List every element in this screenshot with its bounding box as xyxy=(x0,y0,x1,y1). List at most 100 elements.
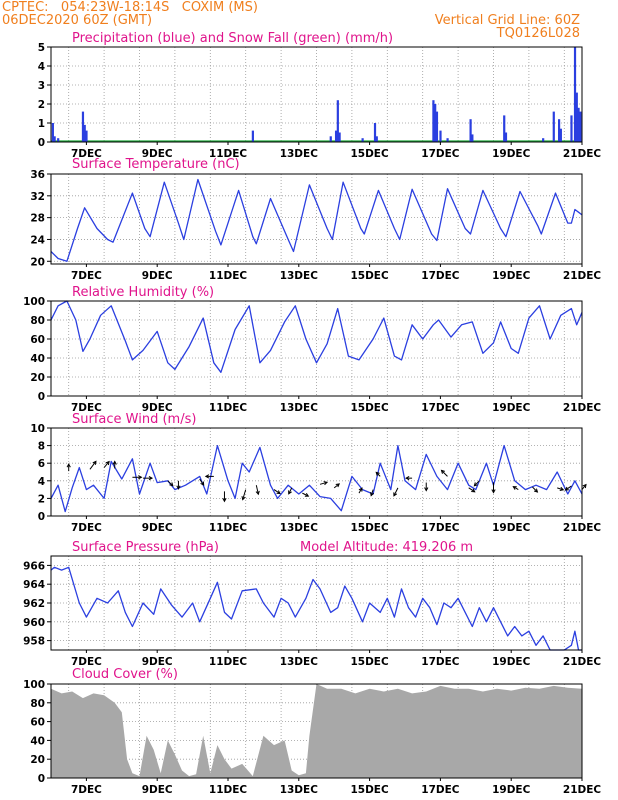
wind-ytick-label: 4 xyxy=(38,476,45,488)
precipitation-ytick-label: 1 xyxy=(38,118,45,130)
temperature-xtick-label: 11DEC xyxy=(209,270,248,282)
wind-ytick-label: 6 xyxy=(38,458,45,470)
humidity-frame xyxy=(50,300,583,397)
humidity-ytick-label: 0 xyxy=(38,391,45,403)
wind-arrow-head xyxy=(255,490,260,496)
wind-arrow-head xyxy=(440,469,445,474)
precipitation-ytick-label: 4 xyxy=(38,61,45,73)
pressure-series-line xyxy=(50,566,582,651)
header-grid-line: Vertical Grid Line: 60Z xyxy=(434,13,580,28)
precipitation-bar xyxy=(373,123,377,142)
precipitation-bar xyxy=(542,138,545,142)
pressure-ytick-label: 966 xyxy=(23,560,45,572)
pressure-xtick-label: 9DEC xyxy=(142,656,173,668)
precipitation-bar xyxy=(573,47,577,142)
humidity-xtick-label: 13DEC xyxy=(280,402,319,414)
wind-arrow-head xyxy=(138,475,143,480)
wind-arrow-head xyxy=(176,485,181,490)
cloud-cover-xtick-label: 11DEC xyxy=(209,784,248,796)
wind-arrow-shaft xyxy=(273,489,281,495)
cloud-cover-ytick-label: 0 xyxy=(38,773,45,785)
precipitation-xtick-label: 11DEC xyxy=(209,148,248,160)
temperature-xtick-label: 13DEC xyxy=(280,270,319,282)
wind-arrow-head xyxy=(169,482,174,487)
pressure-xtick-label: 17DEC xyxy=(421,656,460,668)
humidity-xtick-label: 17DEC xyxy=(421,402,460,414)
pressure-ytick-label: 960 xyxy=(23,617,45,629)
wind-arrow-head xyxy=(105,460,110,466)
wind-arrow-head xyxy=(533,488,539,493)
wind-arrow-head xyxy=(276,490,281,495)
precipitation-bar xyxy=(432,100,435,142)
wind-arrow-head xyxy=(582,483,587,489)
precipitation-ytick-label: 5 xyxy=(38,42,45,54)
precipitation-bar xyxy=(85,130,88,142)
wind-arrow-head xyxy=(358,487,363,492)
precipitation-xtick-label: 9DEC xyxy=(142,148,173,160)
precipitation-bar xyxy=(57,138,60,142)
temperature-xtick-label: 9DEC xyxy=(142,270,173,282)
wind-arrow-head xyxy=(112,460,117,465)
cloud-cover-title: Cloud Cover (%) xyxy=(72,667,178,682)
pressure-ytick-label: 958 xyxy=(23,636,45,648)
cloud-cover-area xyxy=(51,684,582,778)
precipitation-xtick-label: 15DEC xyxy=(350,148,389,160)
precipitation-bar xyxy=(81,111,85,142)
wind-arrow-shaft xyxy=(532,486,538,493)
wind-arrow-shaft xyxy=(333,483,340,489)
wind-xtick-label: 17DEC xyxy=(421,522,460,534)
cloud-cover-frame xyxy=(50,683,583,779)
wind-arrow-head xyxy=(473,482,478,487)
precipitation-bar xyxy=(51,123,54,142)
wind-arrow-shaft xyxy=(473,480,480,487)
wind-arrow-shaft xyxy=(89,461,97,470)
precipitation-xtick-label: 13DEC xyxy=(280,148,319,160)
precipitation-xtick-label: 7DEC xyxy=(71,148,102,160)
cloud-cover-xtick-label: 17DEC xyxy=(421,784,460,796)
precipitation-bar xyxy=(559,128,562,142)
wind-arrow-shaft xyxy=(370,489,374,496)
cloud-cover-xtick-label: 21DEC xyxy=(563,784,602,796)
cloud-cover-xtick-label: 7DEC xyxy=(71,784,102,796)
wind-ytick-label: 0 xyxy=(38,511,45,523)
precipitation-bar xyxy=(471,134,474,142)
precipitation-bar xyxy=(575,92,578,142)
precipitation-ytick-label: 3 xyxy=(38,80,45,92)
humidity-xtick-label: 9DEC xyxy=(142,402,173,414)
precipitation-bar xyxy=(557,119,561,142)
cloud-cover-xtick-label: 19DEC xyxy=(492,784,531,796)
humidity-ytick-label: 40 xyxy=(30,353,45,365)
wind-arrow-head xyxy=(424,487,429,492)
header-station: CPTEC: 054:23W-18:14S COXIM (MS) xyxy=(2,0,258,15)
precipitation-xtick-label: 17DEC xyxy=(421,148,460,160)
precipitation-ytick-label: 0 xyxy=(38,137,45,149)
wind-xtick-label: 19DEC xyxy=(492,522,531,534)
pressure-xtick-label: 19DEC xyxy=(492,656,531,668)
humidity-ytick-label: 100 xyxy=(23,296,45,308)
wind-arrow-shaft xyxy=(468,487,475,493)
precipitation-bar xyxy=(336,100,339,142)
precipitation-bar xyxy=(361,138,364,142)
wind-arrow-head xyxy=(66,463,71,468)
wind-arrow-shaft xyxy=(557,487,564,491)
precipitation-bar xyxy=(552,111,555,142)
precipitation-bar xyxy=(579,111,582,142)
wind-arrow-head xyxy=(200,481,205,486)
precipitation-bar xyxy=(434,104,437,142)
cloud-cover-xtick-label: 15DEC xyxy=(350,784,389,796)
pressure-annotation: Model Altitude: 419.206 m xyxy=(300,540,473,555)
pressure-xtick-label: 15DEC xyxy=(350,656,389,668)
precipitation-bar xyxy=(577,107,580,142)
pressure-xtick-label: 13DEC xyxy=(280,656,319,668)
pressure-title: Surface Pressure (hPa) xyxy=(72,540,219,555)
wind-xtick-label: 13DEC xyxy=(280,522,319,534)
wind-arrow-head xyxy=(222,498,227,503)
wind-arrow-shaft xyxy=(255,485,259,495)
pressure-xtick-label: 7DEC xyxy=(71,656,102,668)
wind-arrow-shaft xyxy=(581,484,587,490)
precipitation-bar xyxy=(338,132,341,142)
humidity-xtick-label: 11DEC xyxy=(209,402,248,414)
wind-arrow-head xyxy=(92,460,97,465)
temperature-xtick-label: 21DEC xyxy=(563,270,602,282)
humidity-ytick-label: 80 xyxy=(30,315,45,327)
